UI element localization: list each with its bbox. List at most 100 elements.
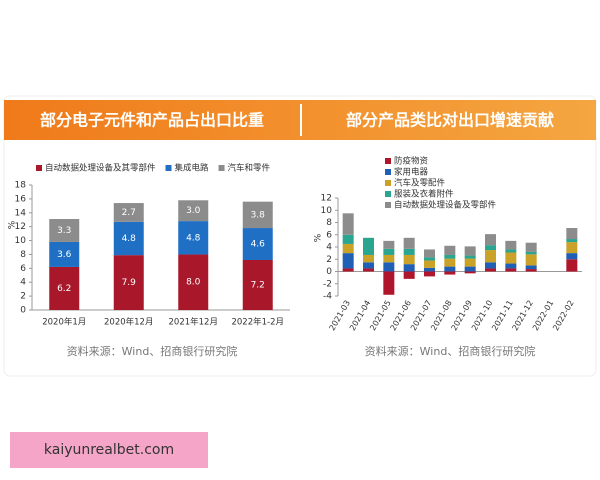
- chart-title: 部分产品类比对出口增速贡献: [346, 111, 554, 130]
- y-tick-label: 0: [20, 306, 26, 316]
- bar-segment: [464, 258, 476, 267]
- y-tick-label: 2: [20, 292, 26, 302]
- watermark-box: [10, 432, 208, 468]
- bar-segment: [464, 266, 476, 272]
- y-tick-label: 16: [15, 194, 27, 204]
- legend-label: 集成电路: [175, 163, 210, 174]
- value-label: 7.2: [251, 281, 265, 291]
- bar-segment: [178, 221, 209, 255]
- bar-segment: [444, 266, 456, 272]
- bar-segment: [525, 265, 537, 270]
- value-label: 4.8: [122, 234, 137, 244]
- bar-segment: [485, 250, 496, 263]
- value-label: 4.8: [186, 233, 201, 243]
- bar-segment: [242, 228, 273, 260]
- bar-segment: [444, 258, 456, 267]
- bar-segment: [403, 271, 415, 279]
- bar-segment: [383, 254, 395, 263]
- legend-label: 自动数据处理设备及其零部件: [45, 163, 156, 174]
- bar-segment: [505, 240, 517, 250]
- value-label: 3.6: [57, 250, 72, 260]
- bar-segment: [444, 245, 456, 255]
- bar-segment: [525, 251, 537, 255]
- bar-segment: [424, 267, 435, 272]
- y-tick-label: 8: [20, 250, 26, 260]
- bar-segment: [525, 254, 537, 266]
- x-tick-label: 2022年1-2月: [231, 317, 284, 328]
- y-tick-label: 4: [20, 278, 26, 288]
- bar-segment: [505, 268, 517, 272]
- bar-segment: [383, 271, 395, 295]
- bar-segment: [342, 213, 354, 235]
- value-label: 3.8: [251, 210, 266, 220]
- legend-swatch: [385, 180, 391, 186]
- bar-segment: [485, 234, 496, 246]
- bar-segment: [178, 200, 209, 222]
- legend-label: 家用电器: [394, 167, 429, 178]
- y-tick-label: 10: [321, 206, 333, 216]
- bar-segment: [403, 264, 415, 272]
- bar-segment: [505, 252, 517, 264]
- bar-segment: [113, 221, 144, 256]
- y-tick-label: 12: [15, 222, 26, 232]
- y-tick-label: 10: [15, 236, 27, 246]
- y-tick-label: -4: [323, 292, 332, 302]
- bar-segment: [566, 253, 578, 260]
- x-tick-label: 2020年12月: [104, 317, 153, 328]
- legend-label: 服装及衣着附件: [394, 189, 454, 200]
- bar-segment: [566, 228, 578, 240]
- bar-segment: [525, 242, 537, 252]
- value-label: 4.6: [251, 240, 266, 250]
- legend-swatch: [385, 169, 391, 175]
- bar-segment: [566, 242, 578, 254]
- bar-segment: [403, 237, 415, 249]
- y-tick-label: 6: [20, 264, 26, 274]
- bar-segment: [505, 249, 517, 253]
- bar-segment: [242, 201, 273, 229]
- bar-segment: [49, 241, 80, 267]
- y-tick-label: 12: [321, 194, 332, 204]
- y-tick-label: 2: [326, 255, 332, 265]
- y-tick-label: 0: [326, 267, 332, 277]
- value-label: 3.0: [186, 206, 201, 216]
- bar-segment: [464, 255, 476, 259]
- bar-segment: [383, 262, 395, 272]
- y-tick-label: 14: [15, 208, 27, 218]
- chart-title: 部分电子元件和产品占出口比重: [40, 111, 264, 130]
- value-label: 6.2: [57, 284, 71, 294]
- value-label: 3.3: [57, 226, 71, 236]
- bar-segment: [363, 254, 374, 263]
- bar-segment: [383, 240, 395, 249]
- bar-segment: [525, 269, 537, 272]
- watermark: kaiyunrealbet.com: [44, 442, 174, 458]
- source-note: 资料来源：Wind、招商银行研究院: [67, 344, 238, 358]
- bar-segment: [464, 271, 476, 274]
- bar-segment: [444, 254, 456, 259]
- bar-segment: [178, 254, 209, 310]
- bar-segment: [485, 268, 496, 272]
- bar-segment: [363, 268, 374, 272]
- y-tick-label: 8: [326, 218, 332, 228]
- bar-segment: [242, 260, 273, 310]
- bar-segment: [403, 248, 415, 255]
- bar-segment: [424, 249, 435, 258]
- bar-segment: [342, 234, 354, 244]
- bar-segment: [113, 203, 144, 222]
- legend-swatch: [385, 202, 391, 208]
- legend-label: 防疫物资: [394, 156, 429, 167]
- legend-label: 自动数据处理设备及零部件: [394, 200, 497, 211]
- card: [3, 95, 597, 377]
- legend-label: 汽车及零配件: [394, 178, 446, 189]
- y-axis-label: %: [8, 220, 18, 229]
- bar-segment: [113, 255, 144, 310]
- y-tick-label: -2: [323, 279, 332, 289]
- bar-segment: [505, 263, 517, 269]
- bar-segment: [363, 262, 374, 269]
- legend-swatch: [385, 191, 391, 197]
- bar-segment: [485, 245, 496, 251]
- y-tick-label: 6: [326, 230, 332, 240]
- y-axis-label: %: [314, 233, 324, 242]
- bar-segment: [566, 259, 578, 272]
- bar-segment: [342, 243, 354, 254]
